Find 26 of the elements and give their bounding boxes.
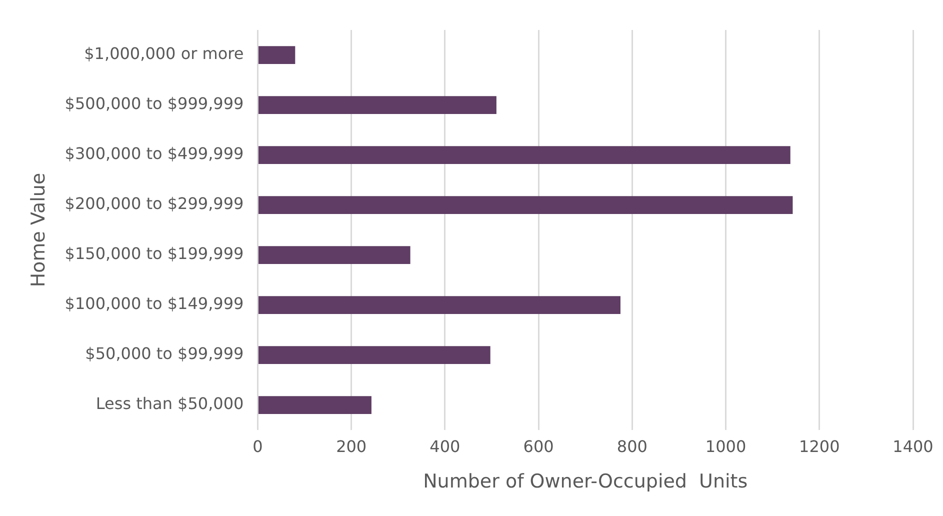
y-tick-label: $200,000 to $299,999 <box>64 194 244 214</box>
bar <box>258 296 620 314</box>
bar <box>258 196 793 214</box>
x-tick-label: 1000 <box>705 436 746 456</box>
y-tick-label: $1,000,000 or more <box>84 44 244 64</box>
y-tick-label: $50,000 to $99,999 <box>85 344 244 364</box>
y-tick-label: $300,000 to $499,999 <box>64 144 244 164</box>
y-axis-title: Home Value <box>27 172 50 288</box>
y-tick-label: $150,000 to $199,999 <box>64 244 244 264</box>
x-tick-label: 1400 <box>892 436 934 456</box>
x-tick-label: 800 <box>616 436 648 456</box>
bar <box>258 146 790 164</box>
y-tick-label: $500,000 to $999,999 <box>64 94 244 114</box>
y-tick-label: Less than $50,000 <box>96 394 244 414</box>
bar <box>258 46 296 64</box>
y-tick-label: $100,000 to $149,999 <box>64 294 244 314</box>
x-tick-label: 200 <box>336 436 367 456</box>
x-tick-label: 400 <box>430 436 460 456</box>
bar <box>258 396 372 414</box>
bar <box>258 346 490 364</box>
bar <box>258 96 496 114</box>
x-axis-title: Number of Owner-Occupied Units <box>423 470 748 493</box>
x-tick-label: 0 <box>252 436 263 456</box>
bar <box>258 246 410 264</box>
x-tick-label: 1200 <box>799 436 840 456</box>
x-tick-label: 600 <box>523 436 554 456</box>
